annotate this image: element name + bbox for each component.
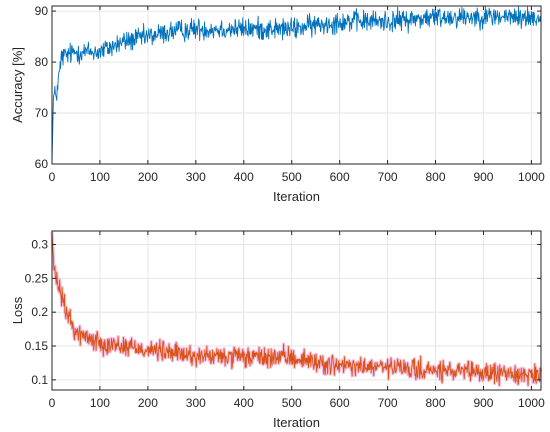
accuracy-x-tick-label: 0 bbox=[49, 170, 56, 184]
accuracy-axes-box bbox=[51, 5, 542, 165]
accuracy-x-tick-label: 900 bbox=[473, 170, 493, 184]
accuracy-y-axis-label: Accuracy [%] bbox=[10, 47, 25, 123]
loss-x-tick-label: 900 bbox=[473, 396, 493, 410]
loss-y-tick-label: 0.15 bbox=[25, 339, 49, 353]
loss-x-tick-label: 700 bbox=[378, 396, 398, 410]
loss-x-tick-label: 1000 bbox=[518, 396, 545, 410]
loss-x-tick-label: 200 bbox=[138, 396, 158, 410]
loss-x-axis-label: Iteration bbox=[273, 415, 320, 430]
loss-y-tick-label: 0.25 bbox=[25, 271, 49, 285]
accuracy-x-axis-label: Iteration bbox=[273, 189, 320, 204]
loss-x-tick-label: 0 bbox=[49, 396, 56, 410]
accuracy-x-tick-label: 800 bbox=[426, 170, 446, 184]
loss-x-tick-label: 500 bbox=[282, 396, 302, 410]
accuracy-y-tick-label: 70 bbox=[35, 106, 49, 120]
loss-x-tick-label: 800 bbox=[426, 396, 446, 410]
loss-series-line bbox=[51, 231, 542, 387]
loss-x-tick-label: 300 bbox=[186, 396, 206, 410]
accuracy-x-tick-label: 400 bbox=[234, 170, 254, 184]
loss-y-tick-label: 0.2 bbox=[31, 305, 48, 319]
accuracy-x-tick-label: 300 bbox=[186, 170, 206, 184]
accuracy-chart: 0 100 200 300 400 500 600 700 800 900 1000 60 70 80 90… bbox=[10, 4, 545, 204]
accuracy-y-tick-label: 90 bbox=[35, 4, 49, 18]
loss-y-axis-label: Loss bbox=[10, 296, 25, 324]
loss-x-tick-label: 400 bbox=[234, 396, 254, 410]
accuracy-y-tick-label: 80 bbox=[35, 55, 49, 69]
accuracy-x-tick-label: 500 bbox=[282, 170, 302, 184]
loss-y-tick-label: 0.3 bbox=[31, 238, 48, 252]
accuracy-x-tick-label: 600 bbox=[330, 170, 350, 184]
loss-chart: 0 100 200 300 400 500 600 700 800 900 1000 0.1 0.15 0… bbox=[10, 230, 545, 430]
accuracy-x-tick-label: 1000 bbox=[518, 170, 545, 184]
loss-x-tick-label: 600 bbox=[330, 396, 350, 410]
loss-axes-box bbox=[51, 230, 542, 391]
accuracy-series-line bbox=[51, 6, 542, 164]
accuracy-y-tick-label: 60 bbox=[35, 157, 49, 171]
accuracy-x-tick-label: 200 bbox=[138, 170, 158, 184]
accuracy-x-tick-label: 700 bbox=[378, 170, 398, 184]
accuracy-x-tick-label: 100 bbox=[90, 170, 110, 184]
loss-x-tick-label: 100 bbox=[90, 396, 110, 410]
loss-y-tick-label: 0.1 bbox=[31, 373, 48, 387]
